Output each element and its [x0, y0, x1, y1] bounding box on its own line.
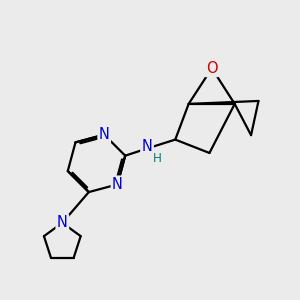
- Text: H: H: [153, 152, 162, 164]
- Text: N: N: [99, 127, 110, 142]
- Text: N: N: [142, 139, 152, 154]
- Text: O: O: [206, 61, 218, 76]
- Text: N: N: [112, 177, 123, 192]
- Text: N: N: [57, 215, 68, 230]
